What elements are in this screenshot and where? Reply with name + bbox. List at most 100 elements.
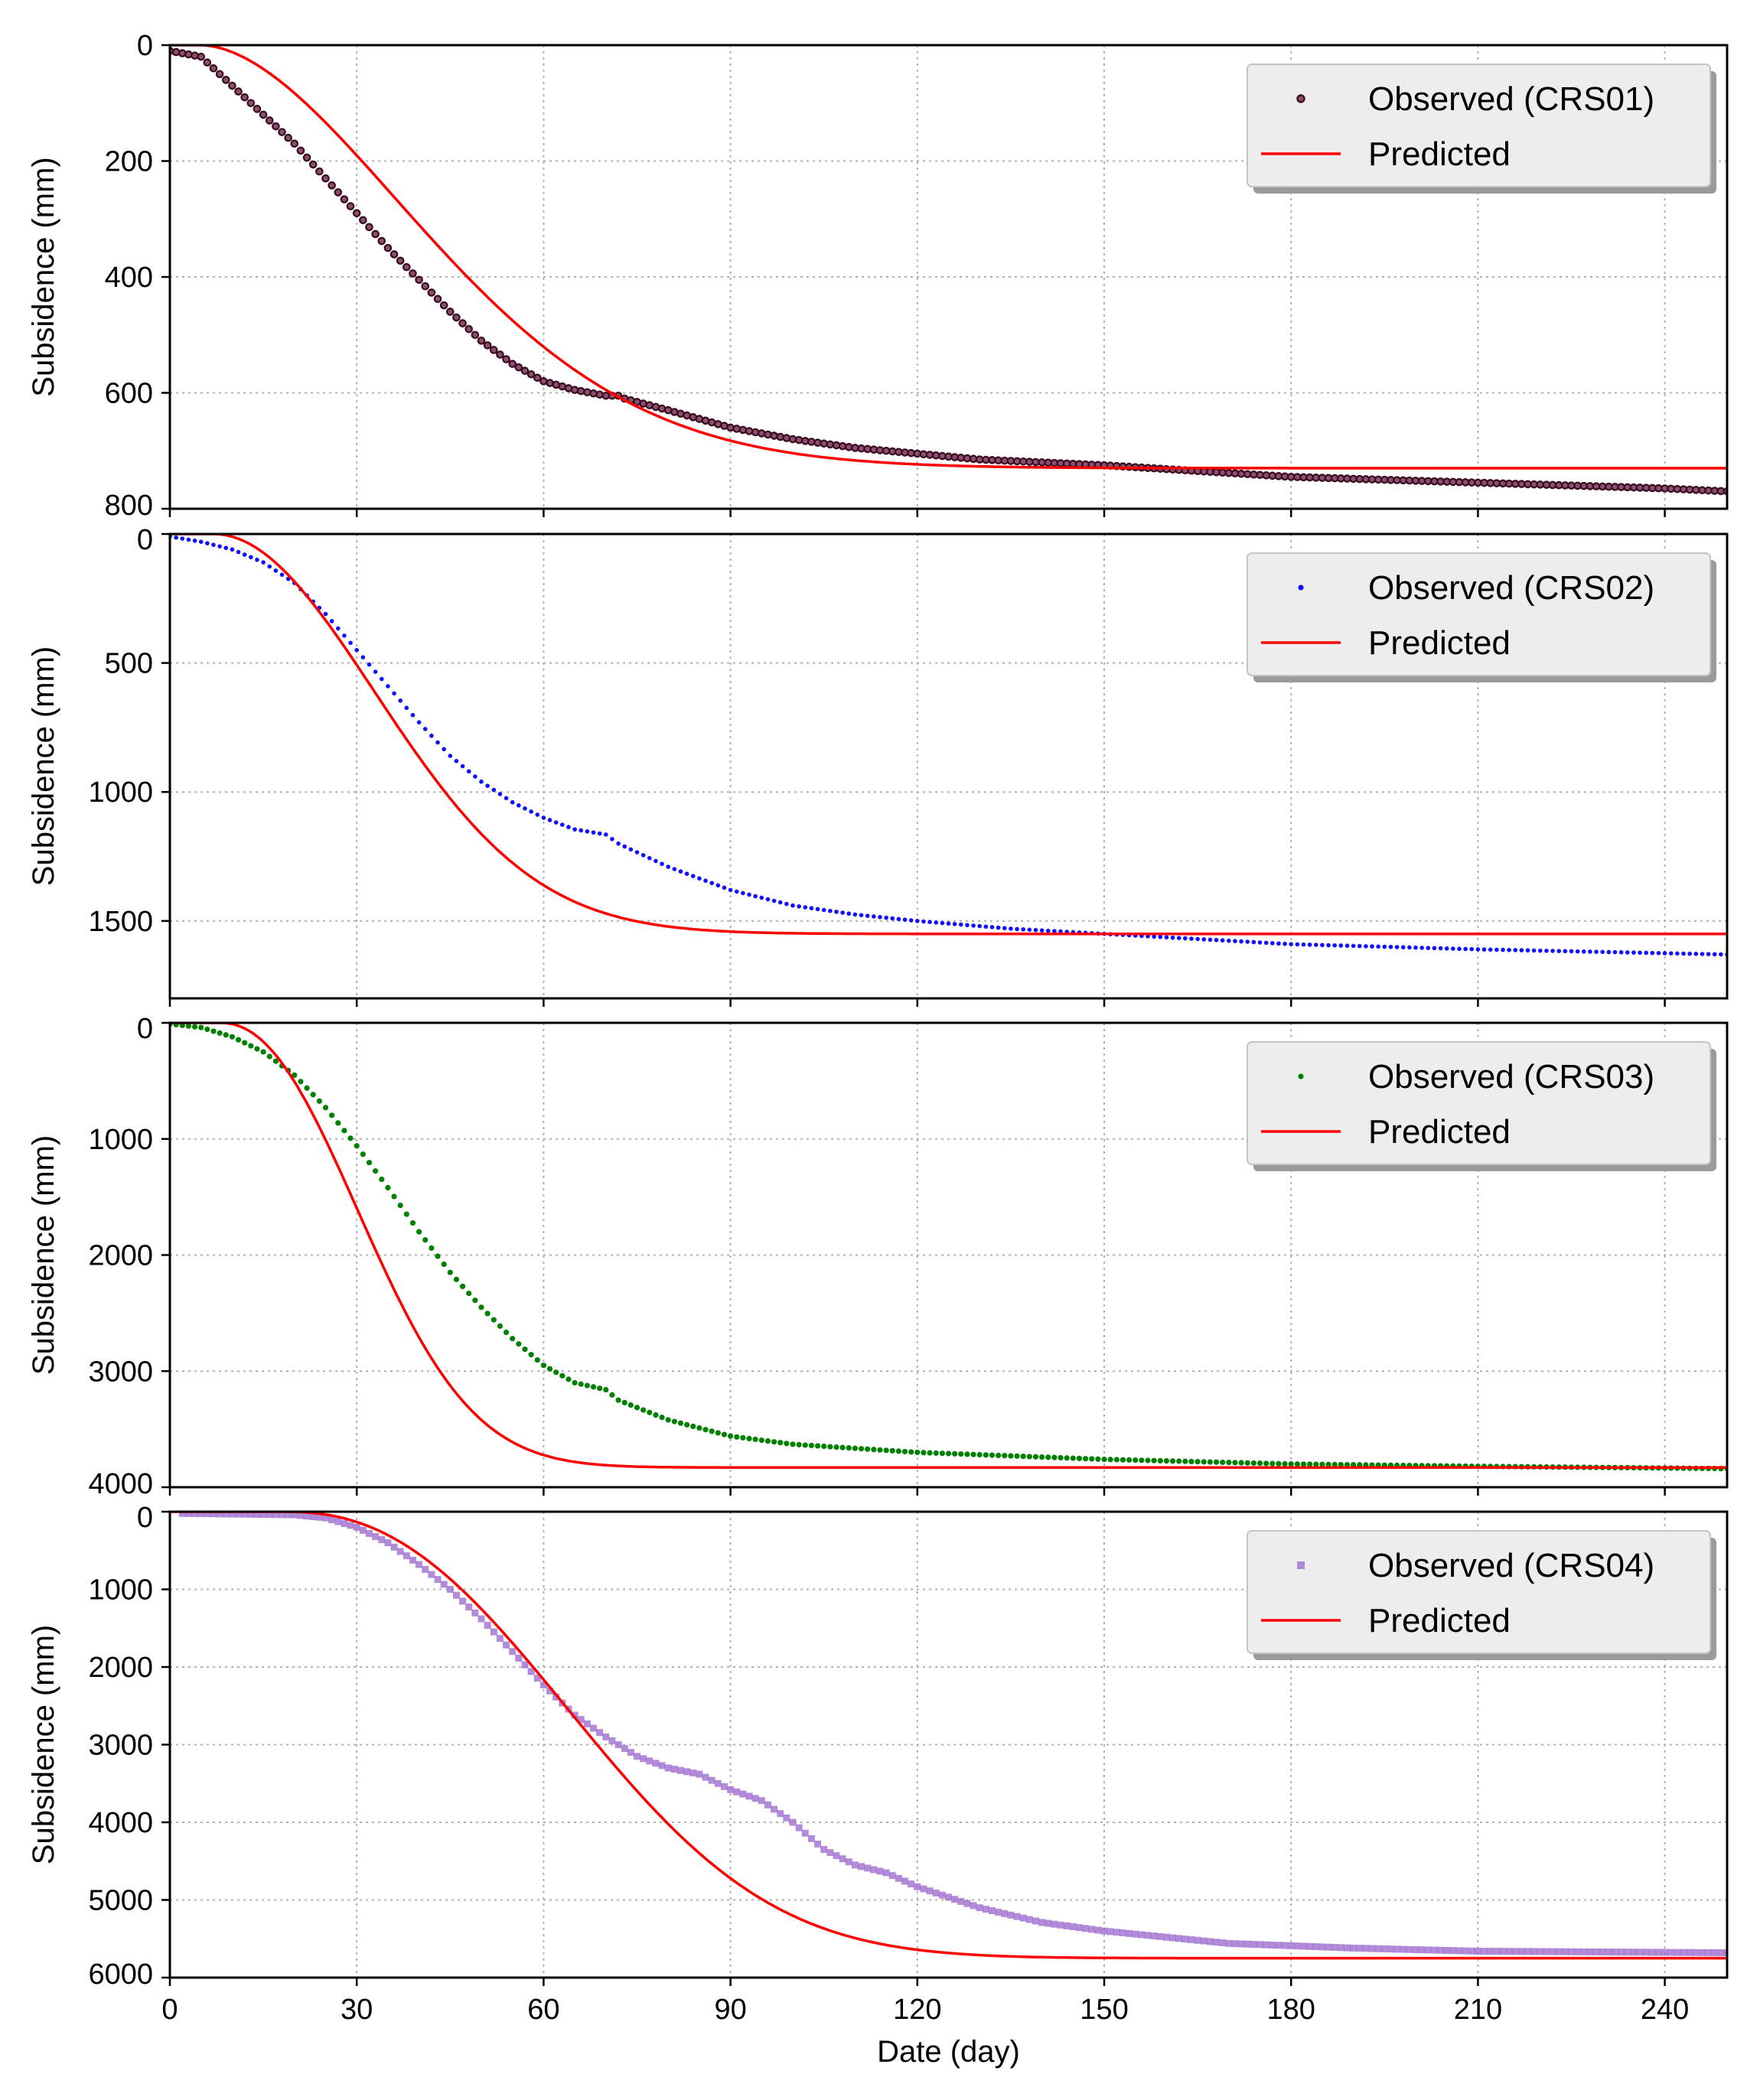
observed-point: [1232, 1460, 1238, 1466]
observed-point: [1250, 1941, 1257, 1949]
predicted-line-panel-1: [170, 45, 1727, 470]
observed-point: [439, 301, 448, 310]
observed-point: [1630, 1949, 1638, 1956]
observed-point: [534, 1357, 540, 1363]
observed-point: [246, 99, 256, 108]
observed-point: [951, 1896, 959, 1903]
observed-point: [1058, 929, 1063, 934]
observed-point: [291, 1512, 298, 1519]
observed-point: [1270, 1460, 1276, 1467]
observed-point: [1524, 1948, 1532, 1955]
observed-point: [1525, 948, 1530, 953]
observed-point: [464, 324, 474, 334]
observed-point: [209, 64, 218, 73]
observed-point: [1214, 937, 1219, 943]
observed-point: [453, 1276, 460, 1282]
observed-point: [678, 869, 683, 874]
observed-point: [373, 1168, 379, 1174]
observed-point: [585, 829, 590, 834]
observed-point: [622, 844, 627, 849]
observed-point: [316, 1098, 322, 1104]
x-tick-label: 0: [161, 1994, 178, 2026]
observed-point: [652, 1760, 660, 1767]
observed-point: [878, 914, 882, 920]
observed-point: [902, 917, 908, 922]
observed-point: [284, 133, 292, 142]
x-tick-label: 90: [714, 1994, 746, 2026]
observed-point: [1325, 1461, 1331, 1467]
observed-point: [1712, 952, 1717, 957]
y-tick-label: 4000: [88, 1468, 153, 1500]
observed-point: [1113, 1929, 1120, 1936]
legend-panel-3: Observed (CRS03) Predicted: [1247, 1041, 1716, 1171]
observed-point: [473, 774, 477, 779]
observed-point: [946, 921, 951, 926]
observed-point: [191, 1512, 199, 1517]
observed-point: [228, 81, 236, 90]
legend-panel-1: Observed (CRS01) Predicted: [1247, 63, 1716, 194]
observed-point: [882, 1869, 890, 1877]
observed-point: [670, 1766, 678, 1773]
observed-point: [1475, 947, 1481, 952]
observed-point: [621, 1745, 628, 1753]
observed-point: [203, 58, 212, 67]
observed-point: [1650, 950, 1655, 956]
y-tick-label: 0: [137, 30, 153, 62]
observed-point: [634, 1405, 640, 1411]
observed-point: [559, 1372, 565, 1379]
observed-point: [384, 1539, 392, 1547]
observed-point: [734, 889, 739, 894]
observed-point: [1719, 952, 1723, 957]
observed-point: [809, 906, 814, 910]
observed-point: [254, 1046, 260, 1052]
observed-point: [751, 428, 760, 437]
observed-point: [520, 366, 530, 376]
observed-point: [409, 1556, 416, 1564]
observed-point: [753, 894, 758, 899]
observed-point: [1289, 942, 1293, 946]
y-tick-label: 2000: [88, 1240, 153, 1272]
observed-point: [807, 1835, 815, 1842]
observed-point: [988, 1907, 996, 1915]
observed-point: [1020, 1454, 1026, 1460]
observed-point: [211, 542, 216, 547]
observed-point: [1662, 951, 1667, 956]
observed-point: [247, 1512, 255, 1518]
observed-point: [396, 1548, 404, 1555]
observed-point: [820, 1846, 828, 1854]
observed-point: [517, 803, 521, 808]
observed-point: [459, 1597, 467, 1605]
observed-point: [184, 1512, 192, 1517]
observed-point: [915, 919, 920, 923]
observed-point: [608, 1737, 616, 1744]
observed-point: [216, 1512, 223, 1518]
observed-point: [323, 611, 328, 617]
observed-point: [715, 1430, 721, 1436]
observed-point: [442, 747, 446, 752]
observed-point: [1661, 1949, 1669, 1956]
observed-point: [1257, 940, 1263, 945]
y-axis-label: Subsidence (mm): [27, 1135, 60, 1375]
observed-point: [1144, 1932, 1152, 1939]
observed-point: [1337, 1944, 1344, 1952]
observed-point: [1331, 1461, 1338, 1467]
observed-point: [1357, 943, 1362, 949]
observed-point: [782, 434, 791, 442]
observed-point: [800, 437, 810, 445]
observed-point: [471, 330, 480, 340]
observed-point: [971, 923, 976, 928]
observed-point: [683, 1768, 691, 1776]
observed-point: [666, 864, 670, 869]
observed-point: [758, 1437, 764, 1444]
observed-point: [815, 907, 820, 912]
observed-point: [1013, 1913, 1021, 1920]
observed-point: [365, 223, 373, 232]
observed-point: [1457, 946, 1462, 952]
observed-point: [895, 1874, 902, 1882]
observed-point: [690, 874, 696, 878]
observed-point: [877, 1447, 883, 1453]
observed-point: [614, 1741, 622, 1748]
observed-point: [1176, 936, 1182, 940]
observed-point: [221, 76, 230, 84]
observed-point: [840, 910, 845, 915]
